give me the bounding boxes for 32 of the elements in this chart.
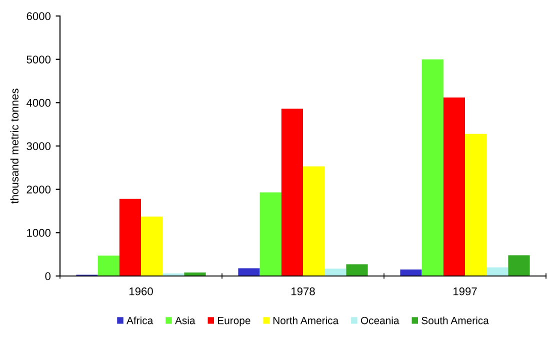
bar: [281, 108, 303, 276]
bar: [346, 264, 368, 276]
y-tick-label: 4000: [26, 98, 51, 107]
y-tick-label: 5000: [26, 56, 51, 64]
y-tick-label: 0: [45, 272, 51, 280]
legend-label: North America: [273, 316, 339, 324]
legend-label: South America: [422, 316, 489, 324]
bar: [400, 270, 422, 276]
bar: [303, 166, 325, 276]
bar: [141, 216, 163, 276]
bar: [422, 59, 444, 276]
bar: [119, 198, 141, 276]
bar: [238, 268, 260, 276]
bar: [465, 134, 487, 276]
bar: [98, 256, 120, 276]
y-tick-label: 2000: [26, 186, 51, 194]
legend-label: Europe: [218, 316, 250, 326]
x-tick-label: 1997: [453, 287, 477, 296]
y-axis-title: thousand metric tonnes: [10, 88, 19, 204]
bar: [260, 192, 282, 276]
bar: [324, 268, 346, 276]
bar: [508, 255, 530, 276]
bar: [486, 267, 508, 276]
x-tick-label: 1960: [129, 287, 153, 296]
x-tick-label: 1978: [291, 287, 315, 296]
bar: [443, 97, 465, 276]
y-tick-label: 6000: [26, 12, 51, 20]
legend-label: Oceania: [360, 316, 400, 324]
legend-label: Asia: [175, 316, 196, 324]
y-tick-label: 3000: [26, 142, 51, 150]
y-tick-label: 1000: [27, 228, 51, 237]
legend-label: Africa: [126, 316, 154, 324]
